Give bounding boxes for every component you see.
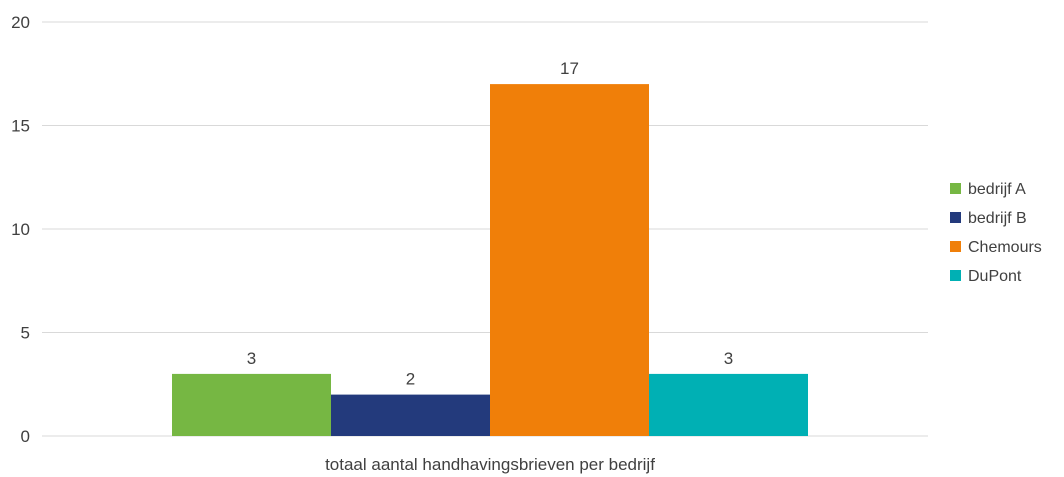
bar-bedrijf-b	[331, 394, 490, 436]
y-tick-label-5: 5	[21, 324, 30, 343]
y-tick-label-20: 20	[11, 13, 30, 32]
bar-bedrijf-a	[172, 373, 331, 436]
x-category-label: totaal aantal handhavingsbrieven per bed…	[325, 455, 655, 474]
legend-swatch-dupont	[950, 270, 961, 281]
y-tick-label-10: 10	[11, 220, 30, 239]
bar-chemours	[490, 84, 649, 436]
legend-swatch-bedrijf-b	[950, 212, 961, 223]
y-tick-label-15: 15	[11, 117, 30, 136]
legend-swatch-bedrijf-a	[950, 183, 961, 194]
y-tick-label-0: 0	[21, 427, 30, 446]
data-label-dupont: 3	[724, 349, 733, 368]
legend-label-chemours: Chemours	[968, 239, 1042, 256]
legend: bedrijf A bedrijf B Chemours DuPont	[950, 181, 1042, 285]
legend-label-bedrijf-a: bedrijf A	[968, 181, 1026, 198]
data-labels: 3 2 17 3	[247, 59, 733, 389]
legend-label-dupont: DuPont	[968, 268, 1022, 285]
legend-label-bedrijf-b: bedrijf B	[968, 210, 1027, 227]
data-label-chemours: 17	[560, 59, 579, 78]
data-label-bedrijf-b: 2	[406, 370, 415, 389]
y-axis-ticks: 0 5 10 15 20	[11, 13, 30, 446]
bars	[172, 84, 808, 436]
bar-dupont	[649, 373, 808, 436]
legend-swatch-chemours	[950, 241, 961, 252]
data-label-bedrijf-a: 3	[247, 349, 256, 368]
x-axis: totaal aantal handhavingsbrieven per bed…	[325, 455, 655, 474]
